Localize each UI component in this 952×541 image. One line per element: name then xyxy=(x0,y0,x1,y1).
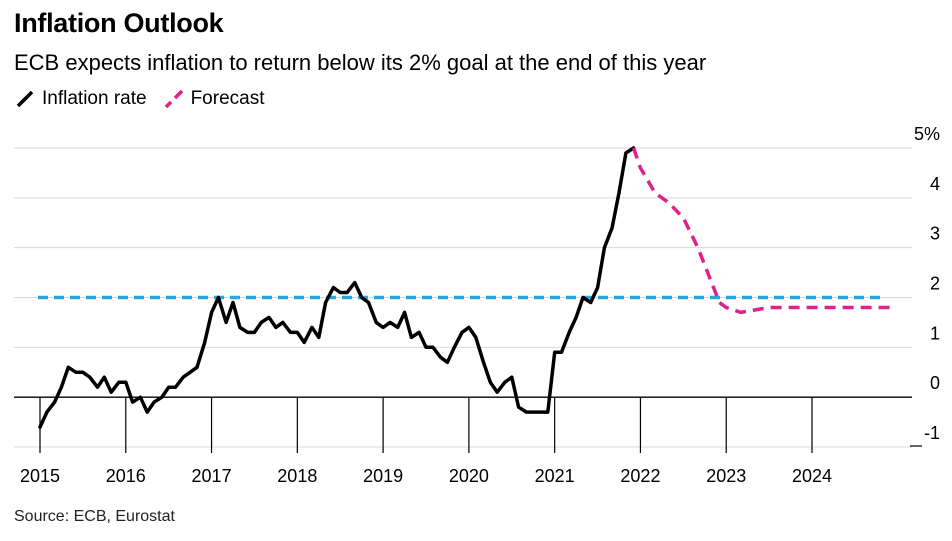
x-tick-label: 2019 xyxy=(363,466,403,486)
source-note: Source: ECB, Eurostat xyxy=(14,508,175,525)
chart-subtitle: ECB expects inflation to return below it… xyxy=(14,50,707,75)
series-layer xyxy=(38,146,891,429)
y-tick-label: 2 xyxy=(930,274,940,294)
legend-item-forecast: Forecast xyxy=(163,88,265,110)
y-tick-label: 1 xyxy=(930,323,940,343)
chart-title: Inflation Outlook xyxy=(14,8,224,38)
x-tick-label: 2022 xyxy=(620,466,660,486)
x-tick-label: 2021 xyxy=(535,466,575,486)
legend-label-inflation-rate: Inflation rate xyxy=(42,88,147,109)
x-tick-label: 2018 xyxy=(277,466,317,486)
x-tick-label: 2015 xyxy=(20,466,60,486)
legend-swatch-dashed-icon xyxy=(164,89,183,109)
legend-item-inflation-rate: Inflation rate xyxy=(14,88,147,110)
x-tick-label: 2017 xyxy=(192,466,232,486)
x-tick-label: 2020 xyxy=(449,466,489,486)
x-tick-label: 2023 xyxy=(706,466,746,486)
y-tick-label: 3 xyxy=(930,224,940,244)
legend-swatch-solid-icon xyxy=(16,90,34,108)
y-tick-label: 4 xyxy=(930,174,940,194)
y-tick-label: -1 xyxy=(924,423,940,443)
axes: -1 0 1 2 3 4 5% 2015 2016 2017 2018 2019 2020 2021 202… xyxy=(14,124,940,486)
x-tick-label: 2024 xyxy=(792,466,832,486)
x-tick-label: 2016 xyxy=(106,466,146,486)
y-tick-label: 5% xyxy=(914,124,940,144)
legend-label-forecast: Forecast xyxy=(190,88,265,109)
chart-legend: Inflation rate Forecast xyxy=(14,88,281,110)
series-line-forecast xyxy=(631,147,891,315)
series-line-inflation-rate xyxy=(38,146,636,429)
y-tick-label: 0 xyxy=(930,373,940,393)
